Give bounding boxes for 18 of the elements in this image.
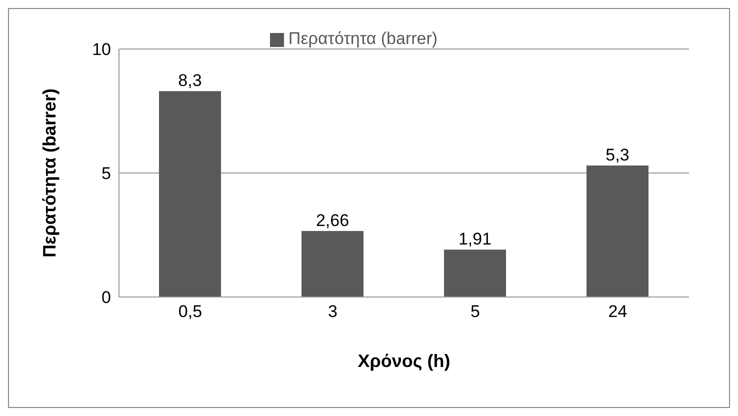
y-tick-label: 5 xyxy=(102,164,111,184)
legend-label: Περατότητα (barrer) xyxy=(288,29,438,48)
data-label: 2,66 xyxy=(316,211,350,230)
x-tick-label: 3 xyxy=(328,302,338,322)
bar xyxy=(586,166,648,297)
y-tick-label: 0 xyxy=(102,288,111,308)
x-tick-label: 5 xyxy=(470,302,480,322)
x-tick-label: 0,5 xyxy=(178,302,202,322)
data-label: 1,91 xyxy=(458,230,492,249)
data-label: 8,3 xyxy=(178,71,202,90)
y-axis-title: Περατότητα (barrer) xyxy=(39,88,60,258)
bar xyxy=(444,250,506,297)
bar xyxy=(302,231,364,297)
x-axis-title: Χρόνος (h) xyxy=(358,351,450,371)
data-label: 5,3 xyxy=(606,146,630,165)
x-tick-label: 24 xyxy=(608,302,628,322)
y-tick-label: 10 xyxy=(92,40,111,60)
bar xyxy=(159,91,221,297)
